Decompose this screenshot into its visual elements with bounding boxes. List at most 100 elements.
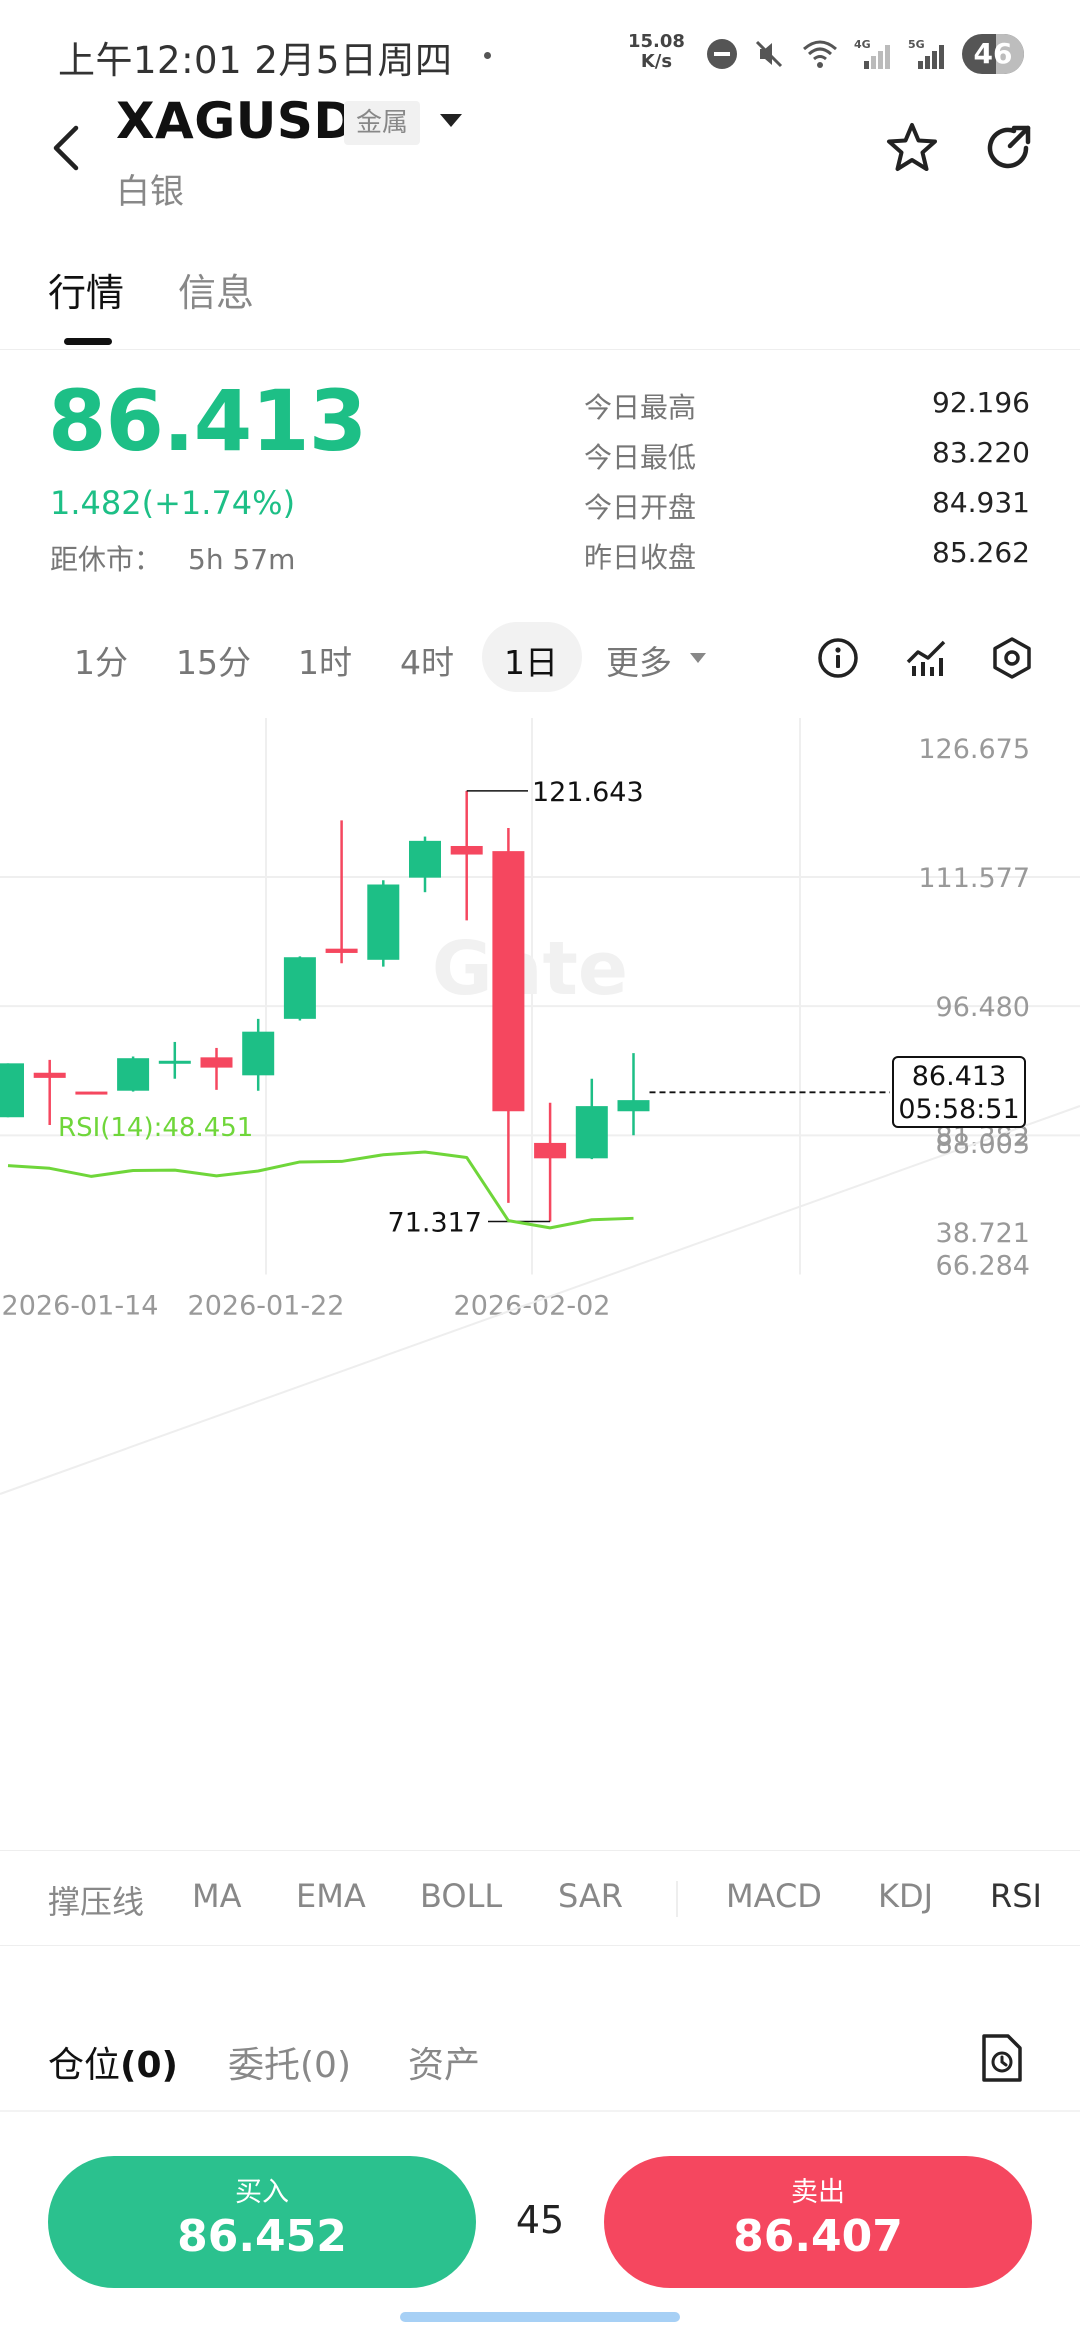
indicator-kdj[interactable]: KDJ [878,1877,934,1915]
candle-body-down [450,845,483,855]
indicator-ema[interactable]: EMA [296,1877,366,1915]
interval-1m[interactable]: 1分 [74,643,128,682]
indicator-boll[interactable]: BOLL [420,1877,503,1915]
rsi-line [7,1150,634,1230]
candle-body-up [575,1106,608,1159]
last-price: 86.413 [48,372,367,470]
wifi-icon [803,40,837,68]
stat-row-open: 今日开盘 84.931 [584,486,1030,524]
candle-body-up [242,1031,275,1076]
candle-body-up [367,884,400,960]
countdown-label: 05:58:51 [898,1094,1020,1126]
indicator-macd[interactable]: MACD [726,1877,822,1915]
more-caret-icon [690,653,706,663]
interval-more[interactable]: 更多 [606,643,672,682]
indicator-chart-icon[interactable] [904,636,948,680]
low-label: 71.317 [388,1207,482,1238]
stat-row-prev-close: 昨日收盘 85.262 [584,536,1030,574]
symbol-title[interactable]: XAGUSD [116,92,356,150]
close-timer-label: 距休市： [50,543,163,576]
y-tick-label: 126.675 [918,734,1030,765]
current-price-label: 86.413 [911,1061,1007,1093]
current-price-tag: 86.413 05:58:51 [892,1056,1026,1129]
tab-orders[interactable]: 委托(0) [228,2045,352,2086]
interval-4h[interactable]: 4时 [400,643,454,682]
mute-icon [755,40,783,68]
do-not-disturb-icon [707,39,737,69]
indicator-ma[interactable]: MA [192,1877,242,1915]
favorite-star-button[interactable] [884,120,940,176]
indicator-support[interactable]: 撑压线 [48,1883,145,1921]
indicator-divider [676,1881,678,1917]
signal-5g-icon: 5G [908,38,944,69]
info-icon[interactable] [816,636,860,680]
y-tick-label: 96.480 [936,992,1030,1023]
watermark-logo: Gate [432,926,628,1012]
share-button[interactable] [980,120,1036,176]
section-separator [0,2110,1080,2112]
stat-row-high: 今日最高 92.196 [584,386,1030,424]
spread-value: 45 [515,2198,565,2242]
svg-text:4G: 4G [854,38,871,51]
interval-bar: 1分 15分 1时 4时 1日 更多 [0,618,1080,702]
category-tag: 金属 [344,101,421,145]
candle-body-down [75,1091,108,1095]
home-indicator[interactable] [400,2312,680,2322]
y-tick-label: 66.284 [936,1251,1030,1282]
price-change: 1.482(+1.74%) [50,484,296,522]
candle-body-up [283,957,316,1019]
candlestick-chart[interactable]: Gate 126.675 111.577 96.480 81.382 66.284 121.… [0,718,1080,1648]
svg-text:5G: 5G [908,38,925,51]
sell-price: 86.407 [733,2211,903,2262]
interval-selected-pill [482,622,582,692]
candle-body-down [325,948,358,953]
candle-body-down [492,851,525,1112]
candle-body-up [117,1058,150,1091]
y-tick-label: 111.577 [918,863,1030,894]
rsi-separator [0,1105,1080,1495]
interval-1h[interactable]: 1时 [298,643,352,682]
battery-icon: 46 [962,34,1024,74]
tab-market[interactable]: 行情 [48,271,125,315]
sell-label: 卖出 [791,2177,845,2208]
tab-indicator [64,338,112,345]
x-tick-label: 2026-01-22 [188,1291,345,1322]
symbol-name: 白银 [116,172,184,212]
top-tabs: 行情 信息 [0,250,1080,350]
settings-hex-icon[interactable] [990,636,1034,680]
close-timer-value: 5h 57m [188,543,296,576]
high-label: 121.643 [532,777,644,808]
sell-button[interactable]: 卖出 86.407 [604,2156,1032,2288]
buy-label: 买入 [235,2177,289,2208]
tab-info[interactable]: 信息 [178,271,255,315]
tab-assets[interactable]: 资产 [408,2045,481,2086]
signal-4g-icon: 4G [854,38,890,69]
status-icons: 4G 5G 46 [706,34,1024,74]
indicator-sar[interactable]: SAR [558,1877,624,1915]
interval-15m[interactable]: 15分 [176,643,251,682]
symbol-dropdown-icon[interactable] [440,114,462,127]
back-button[interactable] [44,118,92,178]
interval-1d[interactable]: 1日 [504,643,558,682]
notification-dot-icon [484,52,491,59]
buy-button[interactable]: 买入 86.452 [48,2156,476,2288]
history-document-icon[interactable] [980,2032,1024,2084]
stat-row-low: 今日最低 83.220 [584,436,1030,474]
market-close-timer: 距休市： 5h 57m [50,538,295,578]
tab-positions[interactable]: 仓位(0) [48,2045,178,2086]
indicator-rsi[interactable]: RSI [990,1877,1042,1915]
rsi-tick-label: 38.721 [936,1218,1030,1249]
rsi-label: RSI(14):48.451 [58,1113,253,1143]
rsi-tick-label: 88.003 [936,1129,1030,1160]
status-time: 上午12:01 2月5日周四 [58,39,453,82]
candle-body-up [617,1100,650,1112]
buy-price: 86.452 [177,2211,347,2262]
candle-body-down [200,1057,233,1068]
candle-body-up [158,1060,191,1064]
network-speed: 15.08 K/s [628,31,685,72]
x-tick-label: 2026-02-02 [454,1291,611,1322]
status-bar: 上午12:01 2月5日周四 15.08 K/s 4G 5G 46 [0,0,1080,96]
indicator-bar: 撑压线 MA EMA BOLL SAR MACD KDJ RSI [0,1850,1080,1946]
candle-body-up [0,1063,24,1118]
chart-canvas[interactable]: Gate126.675111.57796.48081.38266.284121.… [0,718,1080,1648]
